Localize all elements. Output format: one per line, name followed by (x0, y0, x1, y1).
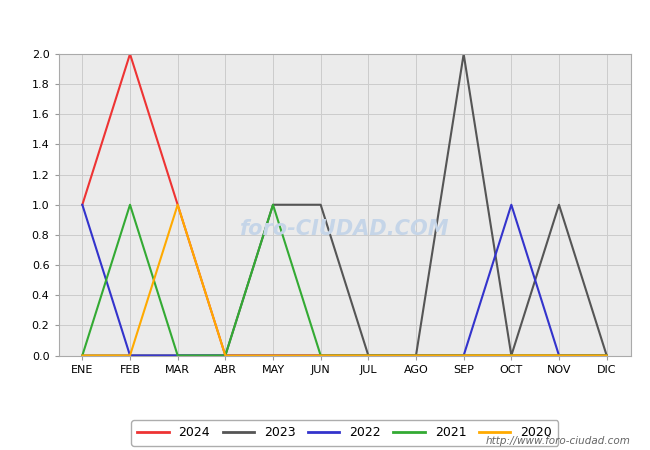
Text: http://www.foro-ciudad.com: http://www.foro-ciudad.com (486, 436, 630, 446)
Text: Matriculaciones de Vehiculos en Borrenes: Matriculaciones de Vehiculos en Borrenes (137, 14, 513, 33)
Legend: 2024, 2023, 2022, 2021, 2020: 2024, 2023, 2022, 2021, 2020 (131, 420, 558, 446)
Text: foro-CIUDAD.COM: foro-CIUDAD.COM (240, 219, 449, 239)
